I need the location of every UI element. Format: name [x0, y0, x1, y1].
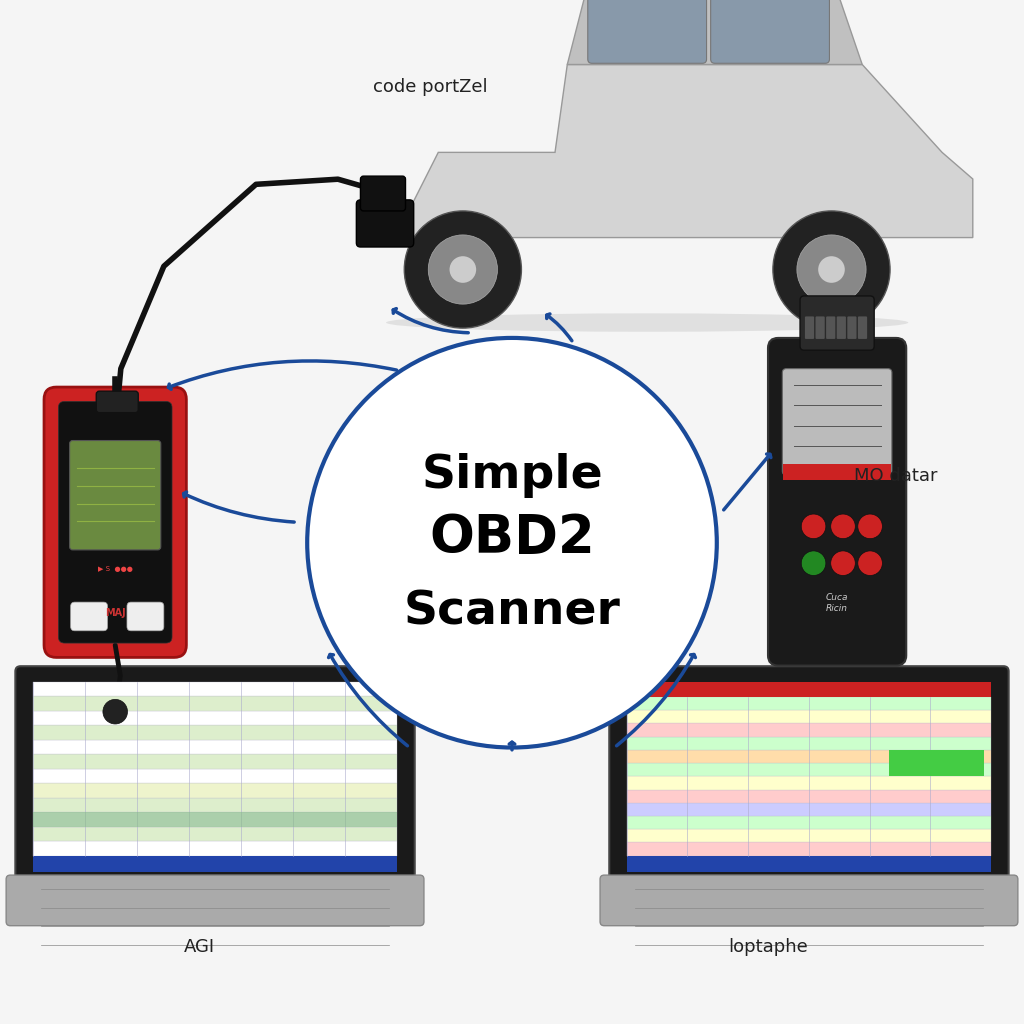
Bar — [33, 711, 397, 725]
Circle shape — [818, 256, 845, 283]
Circle shape — [450, 256, 476, 283]
Circle shape — [858, 551, 883, 575]
Circle shape — [307, 338, 717, 748]
Bar — [33, 769, 397, 783]
Bar — [627, 682, 991, 872]
Bar — [33, 682, 397, 696]
Polygon shape — [567, 0, 862, 65]
FancyBboxPatch shape — [858, 316, 867, 339]
FancyBboxPatch shape — [588, 0, 707, 63]
Bar — [627, 843, 991, 856]
Text: AGI: AGI — [184, 938, 215, 956]
Bar — [33, 754, 397, 769]
FancyBboxPatch shape — [70, 440, 161, 550]
Bar — [627, 829, 991, 843]
Bar — [627, 711, 991, 723]
FancyBboxPatch shape — [782, 369, 892, 475]
Circle shape — [404, 211, 521, 328]
Bar — [627, 723, 991, 736]
Bar — [627, 736, 991, 750]
Bar — [627, 763, 991, 776]
Bar — [627, 790, 991, 803]
FancyBboxPatch shape — [609, 667, 1009, 890]
FancyBboxPatch shape — [58, 401, 172, 643]
Circle shape — [830, 551, 855, 575]
Bar — [783, 464, 891, 480]
Bar — [33, 783, 397, 798]
Bar — [33, 739, 397, 754]
Circle shape — [801, 514, 825, 539]
Bar — [33, 841, 397, 856]
Bar — [627, 750, 991, 763]
FancyBboxPatch shape — [127, 602, 164, 631]
Bar — [33, 812, 397, 826]
FancyBboxPatch shape — [805, 316, 814, 339]
Bar — [627, 682, 991, 697]
Bar — [627, 816, 991, 829]
Bar — [33, 682, 397, 872]
Bar — [33, 725, 397, 739]
Circle shape — [102, 699, 127, 724]
Text: OBD2: OBD2 — [429, 512, 595, 563]
Circle shape — [773, 211, 890, 328]
Text: ▶ S  ●●●: ▶ S ●●● — [97, 566, 133, 572]
FancyBboxPatch shape — [847, 316, 856, 339]
FancyBboxPatch shape — [356, 200, 414, 247]
FancyBboxPatch shape — [44, 387, 186, 657]
FancyBboxPatch shape — [800, 296, 874, 350]
Text: Scanner: Scanner — [403, 590, 621, 635]
Circle shape — [858, 514, 883, 539]
Bar — [33, 826, 397, 841]
FancyBboxPatch shape — [768, 338, 906, 666]
Text: MO datar: MO datar — [854, 467, 938, 485]
Text: Cuca
Ricin: Cuca Ricin — [826, 594, 848, 612]
FancyBboxPatch shape — [71, 602, 108, 631]
Bar — [33, 696, 397, 711]
FancyBboxPatch shape — [600, 876, 1018, 926]
FancyBboxPatch shape — [15, 667, 415, 890]
Bar — [627, 776, 991, 790]
Ellipse shape — [386, 313, 908, 332]
Circle shape — [797, 234, 866, 304]
FancyBboxPatch shape — [711, 0, 829, 63]
Bar — [627, 697, 991, 711]
Text: Simple: Simple — [421, 453, 603, 498]
Circle shape — [428, 234, 498, 304]
Bar — [889, 750, 984, 776]
Polygon shape — [358, 65, 973, 238]
Bar — [627, 856, 991, 872]
Circle shape — [830, 514, 855, 539]
Bar — [33, 812, 397, 826]
Circle shape — [801, 551, 825, 575]
Text: code portZel: code portZel — [373, 78, 487, 96]
Text: MAJ: MAJ — [104, 608, 126, 618]
FancyBboxPatch shape — [837, 316, 846, 339]
FancyBboxPatch shape — [826, 316, 836, 339]
FancyBboxPatch shape — [360, 176, 406, 211]
Bar — [627, 803, 991, 816]
FancyBboxPatch shape — [6, 876, 424, 926]
Bar — [33, 798, 397, 812]
FancyBboxPatch shape — [96, 391, 138, 413]
Text: loptaphe: loptaphe — [728, 938, 808, 956]
FancyBboxPatch shape — [815, 316, 824, 339]
Bar — [33, 856, 397, 872]
